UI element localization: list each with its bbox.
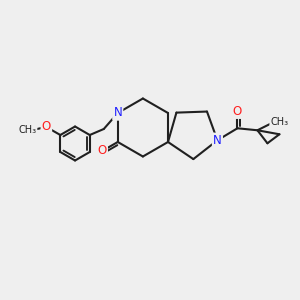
Text: N: N xyxy=(213,134,222,147)
Text: O: O xyxy=(233,105,242,118)
Text: O: O xyxy=(42,121,51,134)
Text: O: O xyxy=(98,145,107,158)
Text: N: N xyxy=(113,106,122,119)
Text: CH₃: CH₃ xyxy=(18,125,36,135)
Text: CH₃: CH₃ xyxy=(270,117,289,127)
